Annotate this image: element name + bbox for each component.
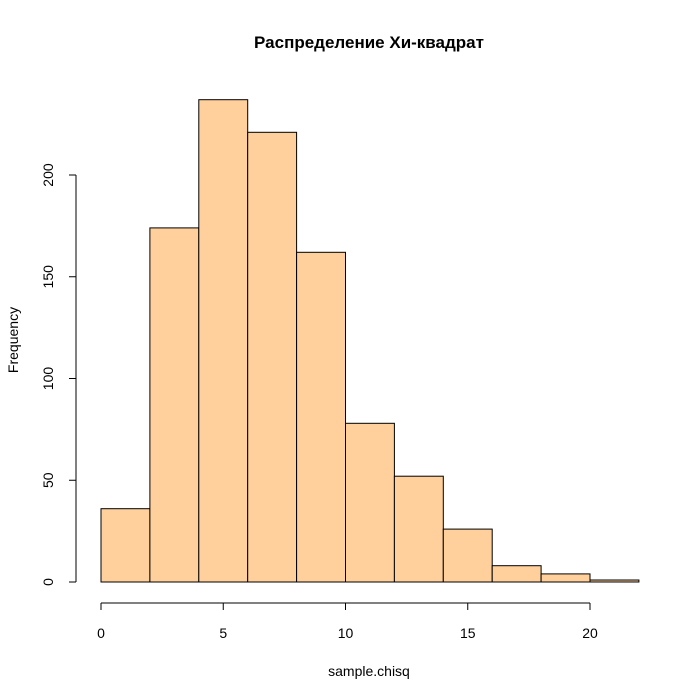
y-axis-label: Frequency (5, 307, 21, 373)
y-axis: 0 50 100 150 200 (40, 163, 77, 586)
y-tick-label: 200 (40, 163, 56, 187)
y-tick-label: 100 (40, 367, 56, 391)
histogram-bar (198, 99, 249, 583)
y-tick-label: 0 (40, 578, 56, 586)
x-tick-label: 15 (460, 625, 476, 641)
x-tick-label: 10 (338, 625, 354, 641)
y-tick-label: 50 (40, 472, 56, 488)
x-axis-label: sample.chisq (328, 663, 410, 679)
bars-group (100, 99, 640, 583)
histogram-bar (100, 508, 151, 583)
histogram-bar (491, 565, 542, 583)
y-tick-label: 150 (40, 265, 56, 289)
histogram-bar (247, 131, 298, 583)
histogram-bar (393, 475, 444, 583)
x-tick-label: 5 (219, 625, 227, 641)
histogram-bar (540, 573, 591, 583)
x-axis: 0 5 10 15 20 (97, 602, 598, 641)
histogram-bar (296, 251, 347, 583)
histogram-bar (589, 579, 640, 583)
x-tick-label: 20 (582, 625, 598, 641)
histogram-bar (345, 422, 395, 583)
x-tick-label: 0 (97, 625, 105, 641)
histogram-bar (442, 528, 493, 583)
histogram-bar (149, 227, 200, 583)
chart-title: Распределение Хи-квадрат (254, 33, 484, 52)
